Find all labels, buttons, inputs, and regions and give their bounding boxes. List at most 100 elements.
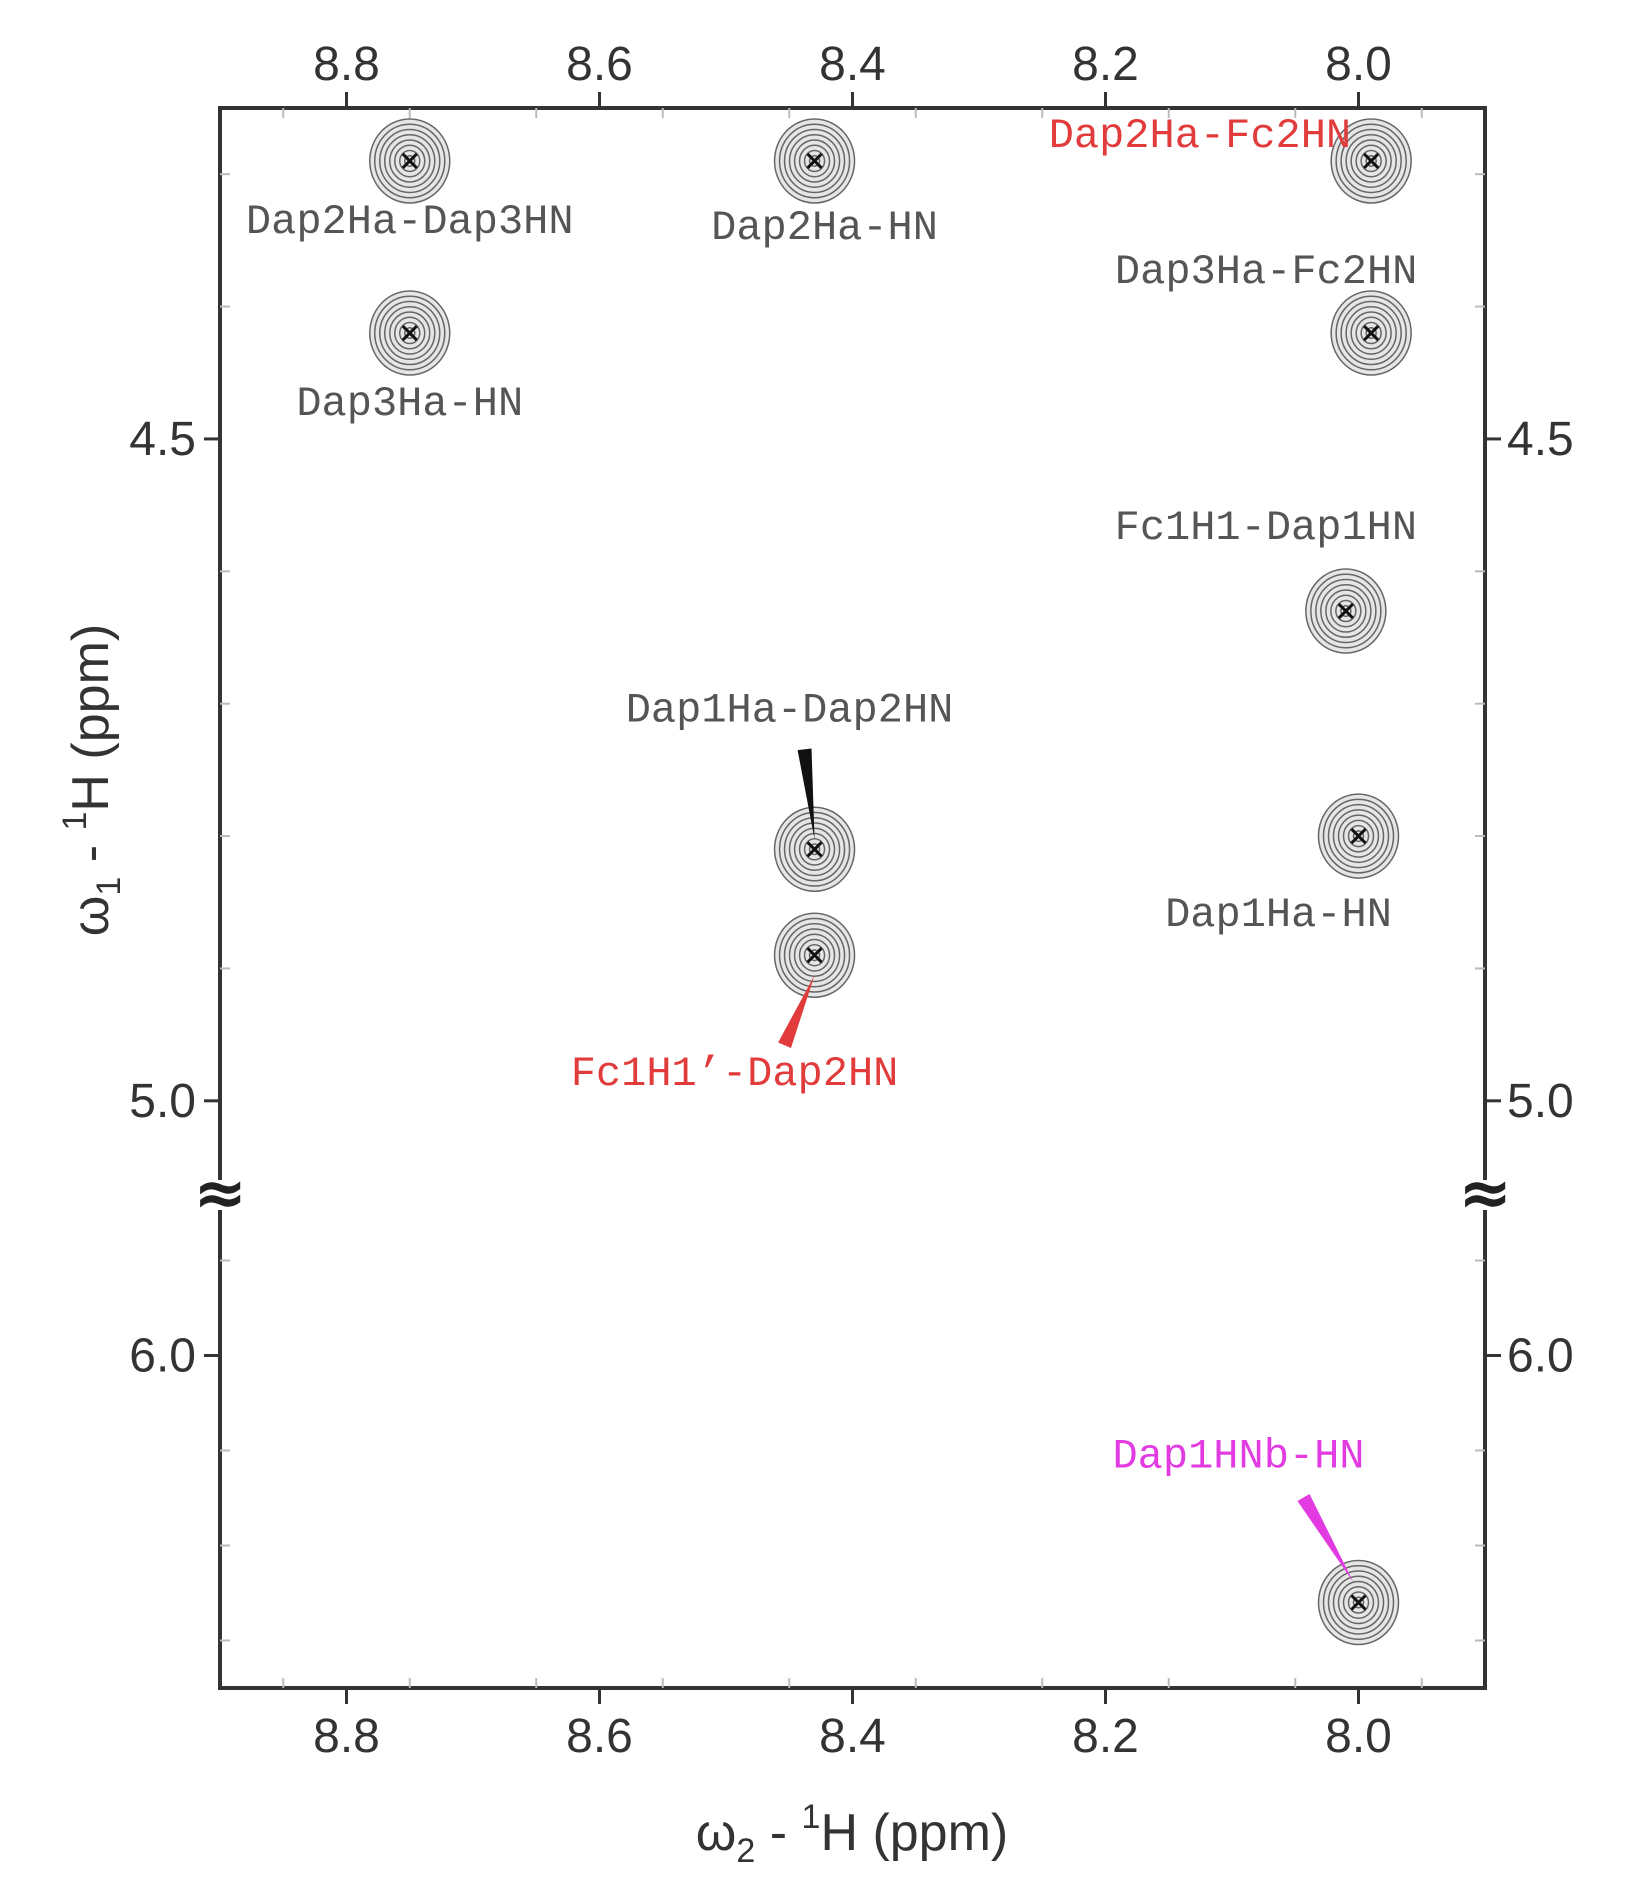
contour-ring — [808, 154, 821, 167]
axis-break-gap — [200, 1180, 1505, 1210]
contour-ring — [374, 123, 446, 199]
contour-ring — [778, 123, 851, 199]
peak-label: Dap1Ha-HN — [1165, 891, 1392, 939]
axis-break-left: ≈ — [193, 1157, 247, 1231]
contour-ring — [1310, 573, 1382, 649]
peak-center-marker — [806, 841, 823, 858]
y-tick-right-label: 4.5 — [1507, 413, 1574, 466]
contour-ring — [404, 154, 416, 167]
peak-dap2ha-fc2hn — [1330, 118, 1412, 204]
peak-labels-layer: Dap2Ha-Dap3HN Dap2Ha-HN Dap2Ha-Fc2HN Dap3Ha… — [246, 112, 1417, 1481]
peak-center-marker — [401, 152, 418, 170]
contour-ring — [1350, 139, 1392, 183]
contour-ring — [384, 133, 436, 188]
peak-dap1ha-hn — [1317, 793, 1400, 879]
contour-ring — [783, 922, 846, 988]
y-ticks-right: 4.5 5.0 6.0 — [1485, 413, 1574, 1383]
contour-ring — [1340, 300, 1402, 366]
peak-center-marker — [1363, 324, 1380, 342]
contour-ring — [1332, 809, 1385, 864]
peak-center-marker — [1337, 602, 1354, 620]
contour-ring — [1330, 594, 1362, 628]
axis-break-right: ≈ — [1458, 1157, 1512, 1231]
x-ticks-bottom: 8.8 8.6 8.4 8.2 8.0 — [313, 1688, 1392, 1763]
contour-ring — [1345, 133, 1397, 188]
y-tick-left-label: 4.5 — [129, 413, 196, 466]
y-axis-label-dash: - — [62, 830, 120, 876]
contour-ring — [803, 838, 826, 861]
contour-ring — [404, 327, 416, 340]
contour-ring — [399, 321, 421, 345]
x-axis-label-sub: 2 — [736, 1832, 755, 1870]
contour-ring — [1350, 311, 1392, 355]
peak-center-marker — [806, 947, 823, 964]
contour-ring — [1360, 321, 1382, 345]
contour-ring — [808, 843, 821, 856]
contour-ring — [1337, 814, 1380, 858]
contour-ring — [1342, 819, 1375, 853]
contour-ring — [1325, 589, 1367, 633]
peak-label: Dap1Ha-Dap2HN — [626, 686, 954, 734]
y-axis-label-unit: H (ppm) — [62, 624, 120, 812]
contour-ring — [389, 139, 431, 183]
x-tick-bottom-label: 8.0 — [1325, 1710, 1392, 1763]
contour-ring — [808, 949, 821, 962]
contour-ring — [783, 128, 846, 194]
peak-fc1h1-dap2hn — [773, 912, 856, 998]
x-tick-bottom-label: 8.2 — [1072, 1710, 1139, 1763]
peak-fc1h1-dap1hn — [1305, 568, 1387, 654]
contour-ring — [1355, 144, 1387, 178]
peak-label: Fc1H1’-Dap2HN — [571, 1050, 899, 1098]
y-tick-left-label: 6.0 — [129, 1330, 196, 1383]
contour-ring — [798, 938, 831, 972]
contour-ring — [1315, 578, 1377, 644]
contour-ring — [1365, 154, 1377, 167]
contour-ring — [1322, 798, 1395, 874]
pointer-wedge — [778, 975, 815, 1048]
peak-dap2ha-hn — [773, 118, 856, 204]
peak-label: Dap2Ha-Fc2HN — [1049, 112, 1351, 160]
peak-label: Dap2Ha-HN — [711, 204, 938, 252]
y-axis-label: ω1 - 1H (ppm) — [56, 624, 128, 936]
contour-ring — [1335, 295, 1407, 371]
contour-ring — [379, 300, 441, 366]
contour-ring — [1322, 1565, 1395, 1640]
contour-ring — [778, 917, 851, 993]
y-axis-label-sup: 1 — [56, 812, 94, 831]
x-tick-top-label: 8.0 — [1325, 38, 1392, 91]
peak-center-marker — [806, 152, 823, 170]
peak-label: Fc1H1-Dap1HN — [1115, 504, 1417, 552]
x-tick-top-label: 8.2 — [1072, 38, 1139, 91]
y-axis-label-main: ω — [62, 896, 120, 937]
pointer-wedge — [1297, 1493, 1354, 1583]
y-tick-right-label: 5.0 — [1507, 1075, 1574, 1128]
y-ticks-left: 4.5 5.0 6.0 — [129, 413, 220, 1383]
contour-ring — [793, 139, 836, 183]
peak-label: Dap1HNb-HN — [1112, 1433, 1364, 1481]
contour-ring — [788, 928, 841, 983]
contour-ring — [1342, 1586, 1375, 1619]
x-axis-label-dash: - — [755, 1804, 801, 1862]
x-ticks-top: 8.8 8.6 8.4 8.2 8.0 — [313, 38, 1392, 108]
minor-ticks — [220, 108, 1485, 1688]
contour-ring — [1352, 830, 1365, 843]
contour-ring — [1352, 1596, 1365, 1609]
contour-ring — [1335, 123, 1407, 199]
peak-center-marker — [1363, 152, 1380, 170]
contour-ring — [798, 832, 831, 866]
contour-ring — [394, 316, 426, 350]
x-tick-bottom-label: 8.4 — [819, 1710, 886, 1763]
contour-ring — [798, 144, 831, 178]
contour-ring — [778, 811, 851, 887]
contour-ring — [399, 149, 421, 173]
contour-ring — [379, 128, 441, 194]
contour-ring — [1340, 605, 1352, 618]
contour-ring — [1320, 584, 1372, 639]
y-tick-right-label: 6.0 — [1507, 1330, 1574, 1383]
contour-ring — [1337, 1580, 1380, 1625]
peak-dap3ha-fc2hn — [1330, 290, 1412, 376]
contour-ring — [803, 149, 826, 173]
x-tick-bottom-label: 8.8 — [313, 1710, 380, 1763]
x-tick-top-label: 8.8 — [313, 38, 380, 91]
